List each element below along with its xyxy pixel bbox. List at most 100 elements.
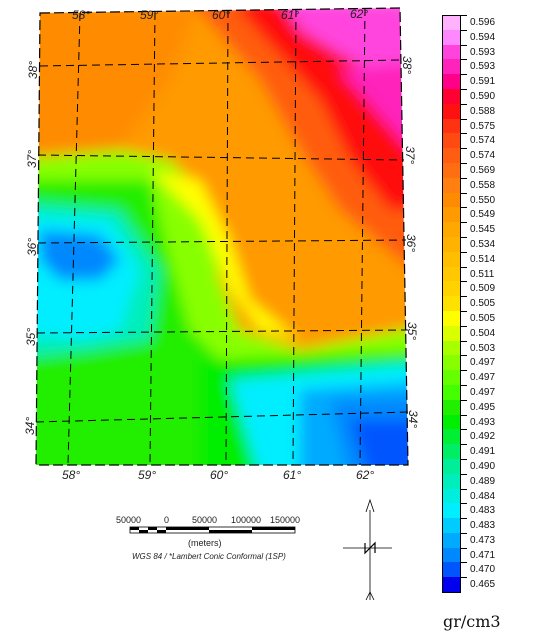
legend-row: 0.505 xyxy=(442,296,508,311)
legend-value: 0.471 xyxy=(470,549,496,561)
legend-value: 0.574 xyxy=(470,150,496,162)
legend-swatch xyxy=(442,207,461,223)
legend-tick xyxy=(461,532,467,534)
legend-swatch xyxy=(442,518,461,533)
lat-label-right: 38° xyxy=(400,56,414,74)
legend-tick xyxy=(461,547,467,549)
lat-label-right: 36° xyxy=(404,234,418,252)
legend-value: 0.545 xyxy=(470,224,496,236)
legend-row: 0.470 xyxy=(442,562,508,578)
legend-tick xyxy=(461,310,467,312)
legend-swatch xyxy=(442,148,461,163)
legend-row: 0.596 xyxy=(442,15,508,30)
legend-swatch xyxy=(442,222,461,237)
legend-row: 0.558 xyxy=(442,177,508,193)
legend-row: 0.575 xyxy=(442,118,508,134)
legend-tick xyxy=(461,222,467,224)
legend-value: 0.505 xyxy=(470,298,496,310)
map-frame xyxy=(35,7,409,466)
legend-swatch xyxy=(442,296,461,311)
legend-value: 0.483 xyxy=(470,505,496,517)
legend-tick xyxy=(461,444,467,446)
lon-label-bottom: 60° xyxy=(210,468,228,482)
legend-value: 0.590 xyxy=(470,90,496,102)
legend-swatch xyxy=(442,59,461,75)
legend-value: 0.504 xyxy=(470,327,496,339)
legend-value: 0.534 xyxy=(470,238,496,250)
legend-swatch xyxy=(442,340,461,356)
legend-tick xyxy=(461,251,467,253)
lon-label-top: 62° xyxy=(350,7,368,21)
legend-tick xyxy=(461,503,467,505)
legend-value: 0.569 xyxy=(470,164,496,176)
legend-value: 0.503 xyxy=(470,342,496,354)
legend-swatch xyxy=(442,29,461,45)
legend-tick xyxy=(461,518,467,520)
legend-swatch xyxy=(442,503,461,519)
legend-row: 0.545 xyxy=(442,222,508,237)
legend-row: 0.465 xyxy=(442,577,508,593)
legend-value: 0.465 xyxy=(470,579,496,591)
legend-row: 0.590 xyxy=(442,88,508,104)
legend-tick xyxy=(461,384,467,386)
legend-tick xyxy=(461,266,467,268)
legend-row: 0.511 xyxy=(442,266,508,282)
legend-swatch xyxy=(442,177,461,193)
legend-tick xyxy=(461,370,467,372)
legend-value: 0.594 xyxy=(470,31,496,43)
legend-tick xyxy=(461,340,467,342)
lat-label-left: 34° xyxy=(23,417,37,435)
legend-swatch xyxy=(442,325,461,341)
legend-tick xyxy=(461,458,467,460)
lat-label-right: 34° xyxy=(406,410,420,428)
legend-tick xyxy=(461,88,467,90)
legend-tick xyxy=(461,414,467,416)
legend-row: 0.593 xyxy=(442,44,508,60)
legend-swatch xyxy=(442,251,461,267)
legend-tick xyxy=(461,103,467,105)
legend-value: 0.514 xyxy=(470,253,496,265)
legend-row: 0.473 xyxy=(442,532,508,548)
legend-value: 0.493 xyxy=(470,416,496,428)
lat-label-left: 35° xyxy=(24,328,38,346)
north-arrow-icon xyxy=(343,498,392,601)
lat-label-right: 37° xyxy=(403,146,417,164)
legend-swatch xyxy=(442,370,461,385)
legend-swatch xyxy=(442,281,461,297)
legend-tick xyxy=(461,59,467,61)
legend-tick xyxy=(461,207,467,209)
legend-value: 0.495 xyxy=(470,401,496,413)
legend-swatch xyxy=(442,118,461,134)
legend-tick xyxy=(461,399,467,401)
projection-caption: WGS 84 / *Lambert Conic Conformal (1SP) xyxy=(132,552,286,561)
legend-tick xyxy=(461,236,467,238)
legend-value: 0.591 xyxy=(470,76,496,88)
legend-row: 0.493 xyxy=(442,414,508,430)
legend-value: 0.505 xyxy=(470,312,496,324)
legend-swatch xyxy=(442,532,461,548)
legend-value: 0.470 xyxy=(470,564,496,576)
legend-row: 0.490 xyxy=(442,458,508,474)
legend-tick xyxy=(461,355,467,357)
legend-value: 0.497 xyxy=(470,372,496,384)
legend-row: 0.497 xyxy=(442,370,508,385)
legend-unit: gr/cm3 xyxy=(443,612,501,631)
legend-value: 0.483 xyxy=(470,520,496,532)
legend-value: 0.574 xyxy=(470,135,496,147)
lon-label-top: 58° xyxy=(72,8,90,22)
legend-value: 0.509 xyxy=(470,283,496,295)
scale-bar: 50000 0 50000 100000 150000 (meters) WGS… xyxy=(116,515,300,561)
legend-swatch xyxy=(442,488,461,504)
legend-tick xyxy=(461,296,467,298)
legend-row: 0.497 xyxy=(442,355,508,371)
legend-tick xyxy=(461,148,467,150)
legend-value: 0.549 xyxy=(470,209,496,221)
scale-units: (meters) xyxy=(188,538,222,548)
legend-swatch xyxy=(442,547,461,563)
scale-label: 100000 xyxy=(231,515,261,525)
legend-row: 0.484 xyxy=(442,488,508,504)
legend-row: 0.549 xyxy=(442,207,508,223)
lat-label-right: 35° xyxy=(405,322,419,340)
legend-value: 0.550 xyxy=(470,194,496,206)
legend-swatch xyxy=(442,74,461,89)
